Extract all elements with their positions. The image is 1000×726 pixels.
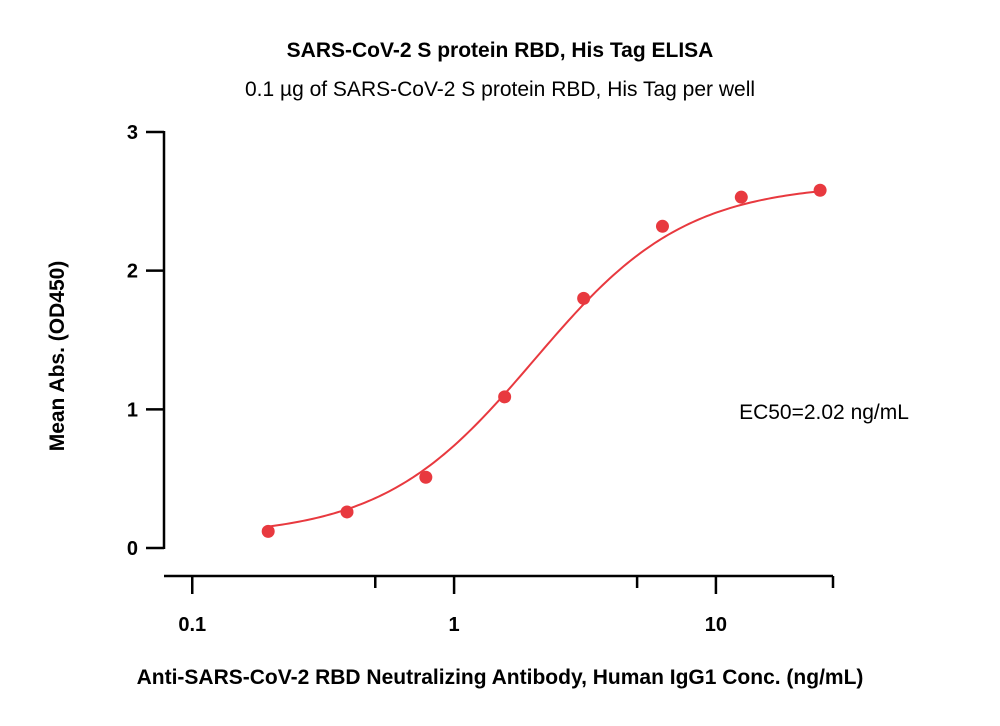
x-axis-label: Anti-SARS-CoV-2 RBD Neutralizing Antibod… <box>137 666 864 689</box>
y-tick-label: 2 <box>127 261 138 283</box>
x-tick-label: 0.1 <box>178 614 206 636</box>
y-axis: 0 1 2 3 <box>127 122 166 560</box>
ec50-annotation: EC50=2.02 ng/mL <box>739 401 909 424</box>
data-point <box>261 524 275 538</box>
y-axis-label: Mean Abs. (OD450) <box>46 261 69 452</box>
x-tick-label: 10 <box>705 614 727 636</box>
chart-subtitle: 0.1 µg of SARS-CoV-2 S protein RBD, His … <box>245 78 755 101</box>
data-point <box>577 291 591 305</box>
data-point <box>419 470 433 484</box>
x-tick-label: 1 <box>449 614 460 636</box>
y-tick-label: 1 <box>127 399 138 421</box>
fit-curve <box>268 190 821 528</box>
data-point <box>655 219 669 233</box>
data-point <box>734 190 748 204</box>
x-ticks: 0.1 1 10 <box>178 576 835 636</box>
data-point <box>498 390 512 404</box>
chart-title: SARS-CoV-2 S protein RBD, His Tag ELISA <box>287 39 714 62</box>
data-points <box>261 183 827 538</box>
data-point <box>340 505 354 519</box>
y-ticks: 0 1 2 3 <box>127 122 164 560</box>
data-point <box>813 183 827 197</box>
x-axis: 0.1 1 10 <box>164 574 835 636</box>
y-tick-label: 3 <box>127 122 138 144</box>
y-tick-label: 0 <box>127 538 138 560</box>
